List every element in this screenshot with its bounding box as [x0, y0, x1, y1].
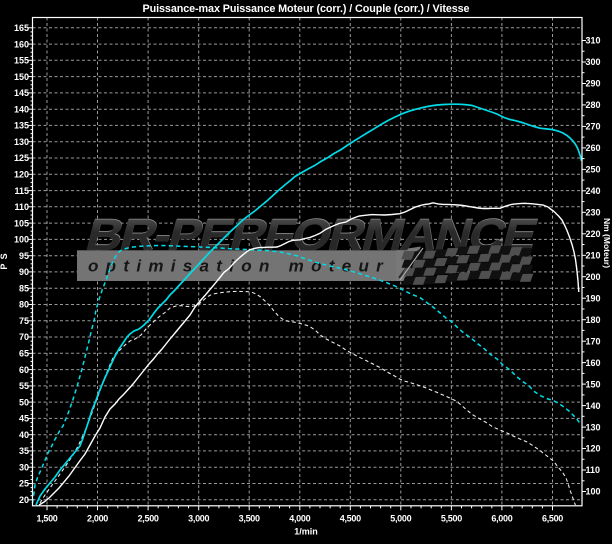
svg-text:70: 70: [19, 332, 29, 342]
svg-text:250: 250: [586, 165, 601, 175]
svg-text:200: 200: [586, 272, 601, 282]
svg-text:120: 120: [586, 444, 601, 454]
svg-text:95: 95: [19, 251, 29, 261]
svg-text:Puissance-max Puissance Moteur: Puissance-max Puissance Moteur (corr.) /…: [143, 3, 470, 15]
svg-text:2,500: 2,500: [138, 514, 159, 524]
svg-text:6,500: 6,500: [542, 514, 563, 524]
svg-text:180: 180: [586, 315, 601, 325]
svg-text:240: 240: [586, 186, 601, 196]
svg-text:6,000: 6,000: [491, 514, 512, 524]
svg-text:260: 260: [586, 143, 601, 153]
svg-text:140: 140: [14, 104, 29, 114]
svg-text:65: 65: [19, 349, 29, 359]
svg-text:optimisation moteur: optimisation moteur: [88, 257, 390, 276]
svg-text:160: 160: [586, 358, 601, 368]
svg-text:4,000: 4,000: [289, 514, 310, 524]
svg-text:3,500: 3,500: [239, 514, 260, 524]
svg-text:P S: P S: [0, 252, 9, 269]
svg-text:5,000: 5,000: [390, 514, 411, 524]
svg-text:3,000: 3,000: [188, 514, 209, 524]
svg-text:140: 140: [586, 401, 601, 411]
svg-text:30: 30: [19, 462, 29, 472]
svg-text:130: 130: [586, 422, 601, 432]
svg-text:45: 45: [19, 414, 29, 424]
svg-text:125: 125: [14, 153, 29, 163]
svg-text:170: 170: [586, 336, 601, 346]
svg-text:1/min: 1/min: [294, 527, 318, 537]
svg-text:120: 120: [14, 170, 29, 180]
svg-text:230: 230: [586, 208, 601, 218]
svg-text:150: 150: [14, 72, 29, 82]
svg-text:150: 150: [586, 379, 601, 389]
svg-text:115: 115: [14, 186, 29, 196]
svg-text:2,000: 2,000: [87, 514, 108, 524]
svg-text:80: 80: [19, 300, 29, 310]
svg-text:BR-PERFORMANCE: BR-PERFORMANCE: [81, 212, 541, 260]
svg-text:1,500: 1,500: [36, 514, 57, 524]
svg-text:25: 25: [19, 479, 29, 489]
svg-text:110: 110: [586, 465, 601, 475]
svg-text:Nm (Moteur): Nm (Moteur): [602, 218, 612, 268]
svg-text:145: 145: [14, 88, 29, 98]
svg-text:90: 90: [19, 267, 29, 277]
svg-text:60: 60: [19, 365, 29, 375]
svg-text:4,500: 4,500: [340, 514, 361, 524]
svg-text:35: 35: [19, 446, 29, 456]
svg-text:100: 100: [14, 235, 29, 245]
svg-text:190: 190: [586, 293, 601, 303]
svg-text:5,500: 5,500: [441, 514, 462, 524]
svg-text:210: 210: [586, 251, 601, 261]
svg-text:280: 280: [586, 100, 601, 110]
svg-text:270: 270: [586, 122, 601, 132]
svg-text:105: 105: [14, 218, 29, 228]
svg-text:75: 75: [19, 316, 29, 326]
svg-text:100: 100: [586, 487, 601, 497]
svg-text:135: 135: [14, 121, 29, 131]
svg-text:310: 310: [586, 36, 601, 46]
svg-text:155: 155: [14, 56, 29, 66]
svg-text:300: 300: [586, 57, 601, 67]
svg-text:85: 85: [19, 283, 29, 293]
svg-text:130: 130: [14, 137, 29, 147]
svg-text:40: 40: [19, 430, 29, 440]
svg-text:290: 290: [586, 79, 601, 89]
svg-text:50: 50: [19, 397, 29, 407]
svg-text:160: 160: [14, 39, 29, 49]
svg-text:110: 110: [14, 202, 29, 212]
svg-text:55: 55: [19, 381, 29, 391]
svg-text:220: 220: [586, 229, 601, 239]
svg-text:20: 20: [19, 495, 29, 505]
svg-text:165: 165: [14, 23, 29, 33]
